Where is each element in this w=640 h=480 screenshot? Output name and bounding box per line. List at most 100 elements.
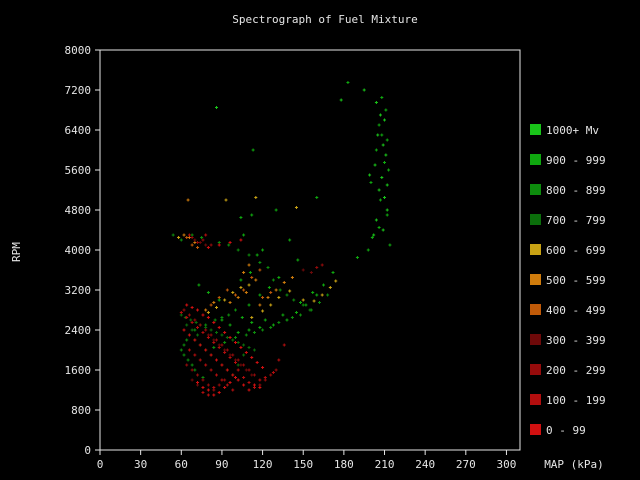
data-point	[194, 321, 198, 324]
x-axis-label: MAP (kPa)	[544, 458, 604, 471]
data-point	[212, 386, 216, 389]
data-point	[258, 268, 262, 272]
x-tick-label: 0	[97, 458, 104, 471]
data-point	[201, 378, 205, 382]
data-point	[261, 248, 265, 252]
legend-swatch	[530, 124, 541, 135]
data-point	[185, 338, 189, 342]
data-point	[182, 308, 186, 312]
data-point	[225, 368, 229, 372]
data-point	[258, 303, 262, 307]
data-point	[193, 353, 197, 357]
data-point	[281, 313, 285, 317]
data-point	[215, 106, 219, 109]
data-point	[239, 216, 243, 219]
data-point	[171, 233, 175, 237]
data-point	[201, 386, 205, 389]
data-point	[250, 321, 254, 324]
data-point	[209, 333, 213, 337]
legend-label: 700 - 799	[546, 214, 606, 227]
legend-swatch	[530, 394, 541, 405]
data-point	[185, 316, 189, 319]
data-point	[190, 328, 194, 332]
data-point	[204, 233, 208, 237]
data-point	[383, 196, 387, 199]
data-point	[179, 348, 183, 352]
data-point	[220, 316, 224, 319]
data-point	[187, 333, 191, 337]
data-point	[190, 243, 194, 247]
data-point	[187, 313, 191, 317]
data-point	[179, 238, 183, 242]
data-point	[261, 366, 265, 369]
data-point	[299, 313, 303, 317]
data-point	[252, 348, 256, 352]
data-point	[198, 358, 202, 362]
data-point	[233, 376, 237, 379]
data-point	[385, 213, 389, 217]
data-point	[320, 293, 324, 297]
data-point	[362, 88, 366, 92]
data-point	[380, 96, 384, 99]
data-point	[187, 348, 191, 352]
data-point	[269, 303, 273, 307]
data-point	[346, 81, 350, 84]
legend-swatch	[530, 424, 541, 435]
data-point	[227, 313, 231, 317]
data-point	[179, 311, 183, 314]
data-point	[292, 298, 296, 302]
data-point	[228, 241, 232, 244]
data-point	[252, 373, 256, 377]
legend-label: 200 - 299	[546, 364, 606, 377]
data-point	[288, 238, 292, 242]
data-point	[377, 226, 381, 229]
data-point	[296, 258, 300, 262]
data-point	[209, 328, 213, 332]
data-point	[263, 318, 267, 322]
data-point	[315, 293, 319, 297]
data-point	[271, 323, 275, 327]
data-point	[190, 306, 194, 309]
data-point	[190, 368, 194, 372]
data-point	[374, 148, 378, 152]
data-point	[247, 346, 251, 349]
y-axis-label: RPM	[10, 242, 23, 262]
data-point	[315, 266, 319, 269]
series-10	[182, 238, 265, 397]
data-point	[193, 368, 197, 372]
x-tick-label: 270	[456, 458, 476, 471]
data-point	[236, 296, 240, 299]
data-point	[228, 381, 232, 384]
data-point	[242, 363, 246, 367]
data-point	[242, 288, 246, 292]
x-tick-label: 210	[375, 458, 395, 471]
data-point	[242, 353, 246, 357]
data-point	[206, 316, 210, 319]
legend-swatch	[530, 274, 541, 285]
x-tick-label: 240	[415, 458, 435, 471]
data-point	[196, 246, 200, 249]
data-point	[242, 383, 246, 387]
data-point	[225, 288, 229, 292]
data-point	[248, 271, 252, 274]
data-point	[193, 328, 197, 332]
legend-label: 300 - 399	[546, 334, 606, 347]
data-point	[217, 296, 221, 299]
data-point	[213, 318, 217, 322]
data-point	[309, 271, 313, 274]
x-tick-label: 150	[293, 458, 313, 471]
data-point	[247, 368, 251, 372]
data-point	[381, 228, 385, 232]
data-point	[242, 376, 246, 379]
data-point	[231, 388, 235, 392]
data-point	[215, 338, 219, 342]
data-point	[240, 316, 244, 319]
data-point	[185, 303, 189, 307]
data-point	[197, 283, 201, 287]
data-point	[200, 236, 204, 239]
data-point	[206, 388, 210, 392]
data-point	[244, 291, 248, 294]
data-point	[274, 368, 278, 372]
data-point	[212, 393, 216, 397]
